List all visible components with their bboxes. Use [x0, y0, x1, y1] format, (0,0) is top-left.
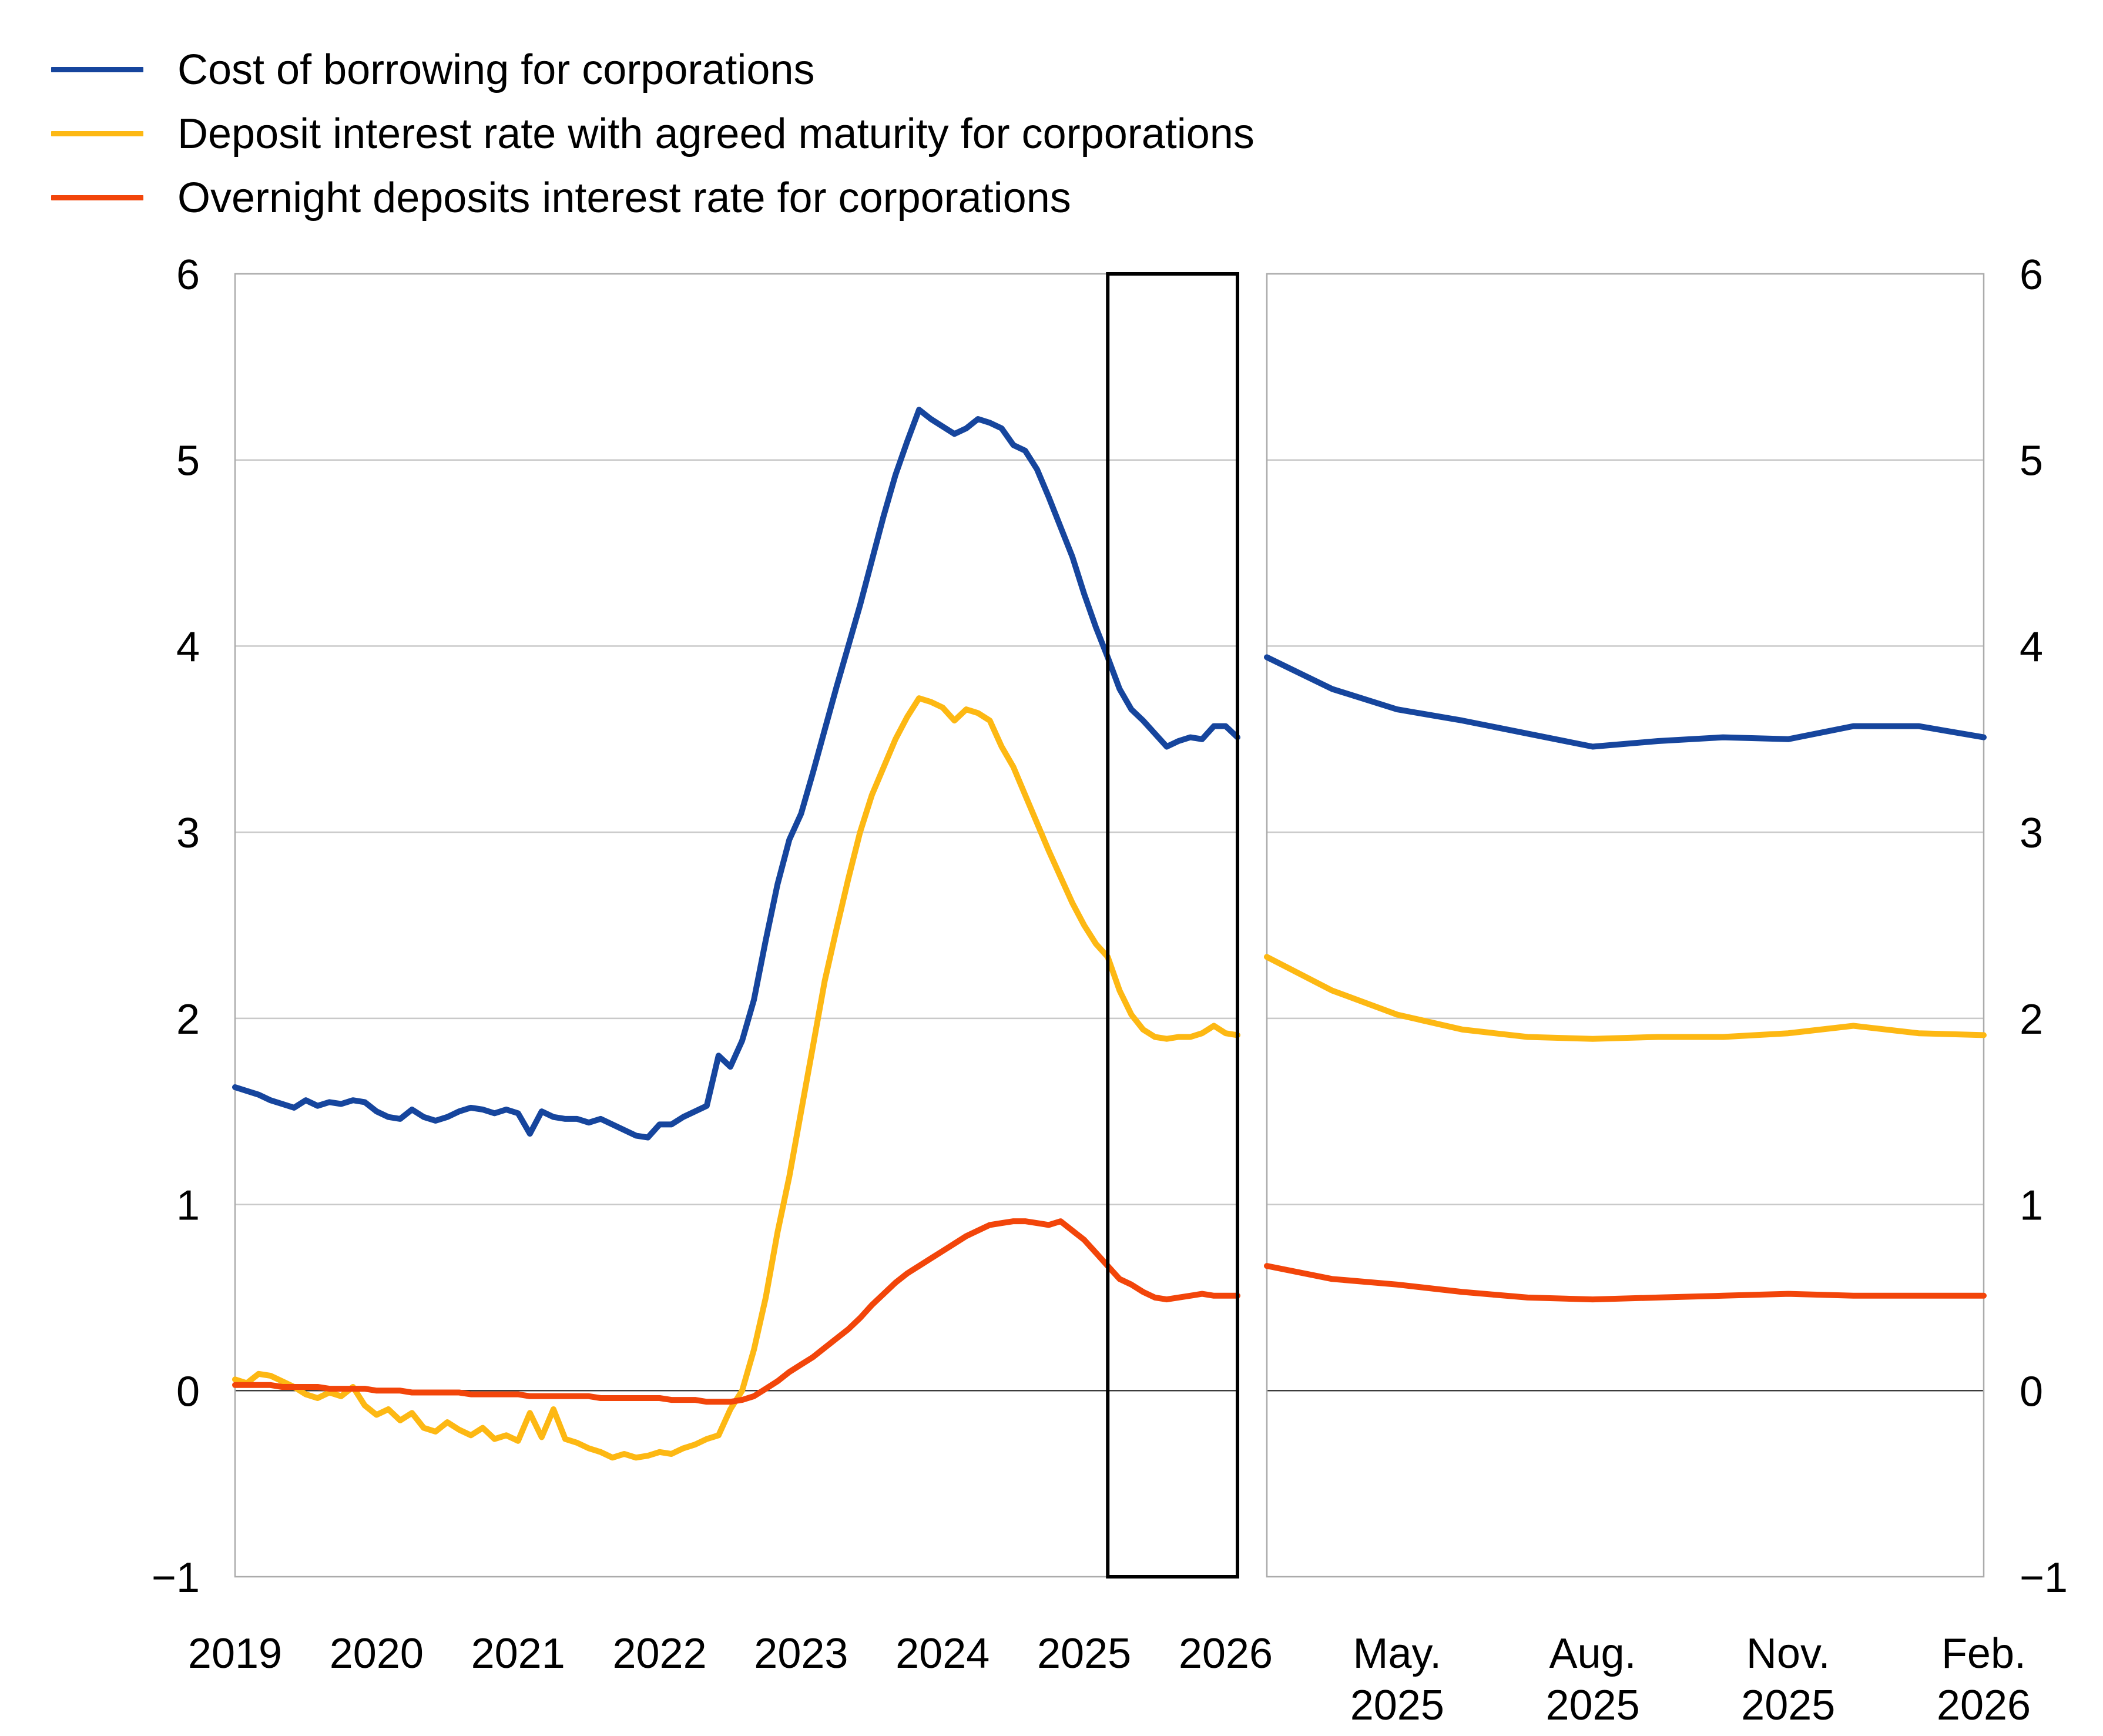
y-axis-label-left: 5 — [176, 438, 200, 485]
y-axis-label-left: 0 — [176, 1368, 200, 1415]
x-axis-label-month: Feb. — [1941, 1630, 2026, 1677]
y-axis-label-right: 5 — [2020, 438, 2043, 485]
series-line — [232, 407, 1240, 1141]
series-line — [232, 1218, 1240, 1405]
series-line — [1264, 1263, 1987, 1303]
x-axis-label-month-year: 2025 — [1741, 1682, 1835, 1729]
legend-label: Deposit interest rate with agreed maturi… — [177, 110, 1255, 157]
y-axis-label-right: 3 — [2020, 810, 2043, 857]
legend-item: Overnight deposits interest rate for cor… — [51, 166, 1255, 230]
series-line — [232, 695, 1240, 1461]
y-axis-label-right: 1 — [2020, 1182, 2043, 1229]
y-axis-label-left: 1 — [176, 1182, 200, 1229]
legend-line-swatch-yellow — [51, 131, 143, 136]
y-axis-label-left: 4 — [176, 624, 200, 671]
x-axis-label-year: 2021 — [471, 1630, 565, 1677]
x-axis-label-month: May. — [1353, 1630, 1441, 1677]
right-panel-frame — [1266, 273, 1985, 1578]
legend-item: Cost of borrowing for corporations — [51, 38, 1255, 102]
legend-label: Overnight deposits interest rate for cor… — [177, 174, 1071, 222]
legend-item: Deposit interest rate with agreed maturi… — [51, 102, 1255, 166]
x-axis-label-year: 2022 — [612, 1630, 706, 1677]
series-line — [1264, 654, 1987, 750]
x-axis-label-year: 2025 — [1037, 1630, 1131, 1677]
series-line — [1264, 954, 1987, 1042]
x-axis-label-year: 2023 — [754, 1630, 848, 1677]
legend-label: Cost of borrowing for corporations — [177, 46, 815, 93]
x-axis-label-year: 2026 — [1179, 1630, 1273, 1677]
y-axis-label-right: 6 — [2020, 252, 2043, 299]
y-axis-label-left: −1 — [152, 1554, 200, 1601]
y-axis-label-left: 3 — [176, 810, 200, 857]
legend-line-swatch-red — [51, 195, 143, 200]
x-axis-label-year: 2020 — [330, 1630, 424, 1677]
legend: Cost of borrowing for corporations Depos… — [51, 38, 1255, 230]
x-axis-label-month-year: 2025 — [1350, 1682, 1444, 1729]
x-axis-label-month-year: 2025 — [1545, 1682, 1639, 1729]
y-axis-label-right: 2 — [2020, 996, 2043, 1043]
y-axis-label-right: −1 — [2020, 1554, 2068, 1601]
y-axis-label-right: 0 — [2020, 1368, 2043, 1415]
x-axis-label-month: Aug. — [1549, 1630, 1636, 1677]
legend-line-swatch-blue — [51, 67, 143, 72]
y-axis-label-left: 2 — [176, 996, 200, 1043]
y-axis-label-left: 6 — [176, 252, 200, 299]
x-axis-label-month-year: 2026 — [1937, 1682, 2031, 1729]
x-axis-label-year: 2024 — [895, 1630, 990, 1677]
x-axis-label-month: Nov. — [1746, 1630, 1830, 1677]
highlight-box — [1106, 272, 1239, 1579]
y-axis-label-right: 4 — [2020, 624, 2043, 671]
x-axis-label-year: 2019 — [188, 1630, 282, 1677]
